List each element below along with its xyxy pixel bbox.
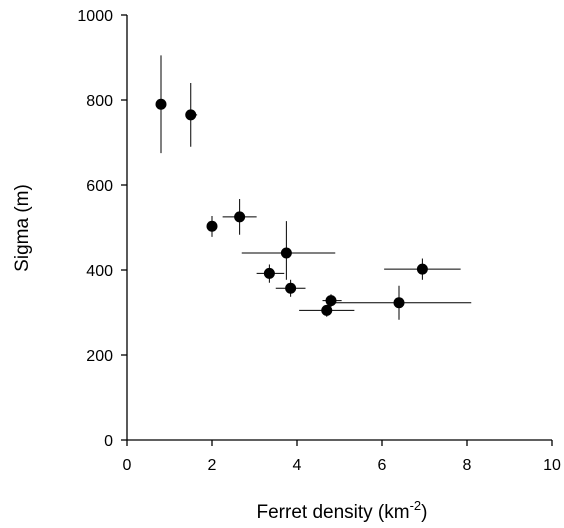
x-tick-label: 8 bbox=[463, 457, 472, 474]
data-point bbox=[393, 297, 405, 309]
y-tick-label: 0 bbox=[104, 433, 113, 450]
data-point bbox=[234, 211, 246, 223]
x-axis-title-main: Ferret density (km bbox=[257, 502, 410, 523]
tick-labels: 0 2 4 6 8 10 0 200 400 600 800 1000 bbox=[77, 8, 561, 474]
x-axis-title-tail: ) bbox=[421, 502, 427, 523]
x-tick-label: 6 bbox=[378, 457, 387, 474]
x-axis-title: Ferret density (km-2) bbox=[257, 498, 428, 523]
axes bbox=[126, 15, 552, 441]
x-axis-title-superscript: -2 bbox=[410, 498, 422, 513]
y-tick-label: 600 bbox=[86, 178, 113, 195]
error-bars bbox=[160, 55, 472, 320]
x-tick-label: 4 bbox=[293, 457, 302, 474]
data-point bbox=[416, 263, 428, 275]
y-tick-label: 400 bbox=[86, 263, 113, 280]
data-point bbox=[321, 304, 333, 316]
y-axis-title: Sigma (m) bbox=[12, 184, 33, 272]
data-point bbox=[325, 295, 337, 307]
data-points bbox=[155, 98, 428, 316]
x-tick-label: 10 bbox=[543, 457, 561, 474]
y-tick-label: 800 bbox=[86, 93, 113, 110]
data-point bbox=[285, 282, 297, 294]
data-point bbox=[155, 98, 167, 110]
data-point bbox=[185, 109, 197, 121]
data-point bbox=[263, 267, 275, 279]
data-point bbox=[206, 220, 218, 232]
y-tick-label: 1000 bbox=[77, 8, 113, 25]
y-tick-label: 200 bbox=[86, 348, 113, 365]
x-tick-label: 0 bbox=[123, 457, 132, 474]
data-point bbox=[280, 247, 292, 259]
x-tick-label: 2 bbox=[208, 457, 217, 474]
tick-marks bbox=[121, 14, 553, 446]
